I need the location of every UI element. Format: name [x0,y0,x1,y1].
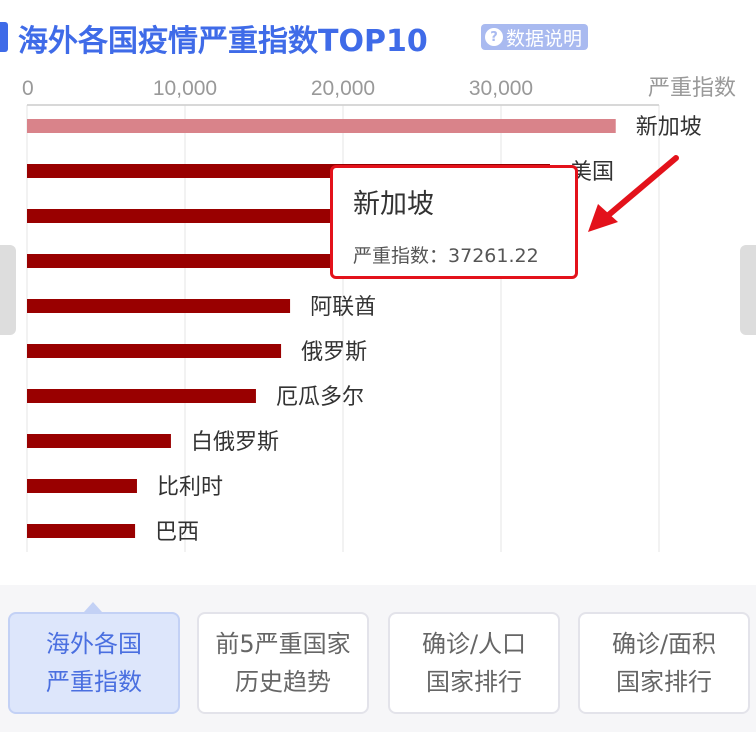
tooltip-value: 37261.22 [448,245,539,267]
bar-label: 厄瓜多尔 [276,385,364,410]
tooltip-value-row: 严重指数：37261.22 [353,241,555,268]
chart-tab-bar: 海外各国严重指数 前5严重国家 历史趋势 确诊/人口国家排行 确诊/面积国家排行 [0,585,756,732]
annotation-arrow-icon [588,155,679,232]
x-tick-label: 20,000 [311,77,375,100]
tab-label: 前5严重国家 [215,630,351,658]
bar-label: 比利时 [157,475,223,500]
page-title: 海外各国疫情严重指数TOP10 [18,24,428,59]
tab-label: 海外各国 [46,630,142,658]
tab-confirmed-per-population[interactable]: 确诊/人口国家排行 [388,612,560,714]
tab-label: 历史趋势 [235,668,331,696]
bar [27,524,136,538]
bar [27,389,256,403]
tab-label: 国家排行 [426,668,522,696]
bar [27,119,616,133]
bar [27,299,291,313]
data-explanation-label: 数据说明 [506,27,583,50]
bar-label: 新加坡 [636,115,702,140]
tooltip-name: 新加坡 [353,189,434,220]
x-tick-label: 30,000 [469,77,533,100]
chart-tooltip: 新加坡 严重指数：37261.22 [330,165,578,279]
tab-label: 确诊/人口 [421,630,527,658]
x-tick-label: 10,000 [153,77,217,100]
bar-label: 白俄罗斯 [191,430,279,455]
data-explanation-button[interactable]: ? 数据说明 [481,24,589,50]
bar-label: 阿联酋 [310,295,376,320]
question-circle-icon: ? [485,28,503,46]
x-tick-label: 0 [22,77,34,100]
scroll-right-handle[interactable] [740,245,756,335]
bar [27,434,171,448]
active-tab-caret [84,602,102,612]
bar [27,479,137,493]
title-accent-bar [0,22,8,52]
tab-top5-history-trend[interactable]: 前5严重国家 历史趋势 [197,612,369,714]
scroll-left-handle[interactable] [0,245,16,335]
bar-label: 巴西 [155,520,199,545]
bar-label: 俄罗斯 [301,340,367,365]
tab-confirmed-per-area[interactable]: 确诊/面积国家排行 [578,612,750,714]
bar [27,344,282,358]
tab-label: 确诊/面积 [611,630,717,658]
x-axis-label: 严重指数 [648,76,736,101]
tab-overseas-severity-index[interactable]: 海外各国 严重指数 [8,612,180,714]
tab-label: 国家排行 [616,668,712,696]
tab-label: 严重指数 [46,668,142,696]
tooltip-label: 严重指数： [353,245,449,267]
